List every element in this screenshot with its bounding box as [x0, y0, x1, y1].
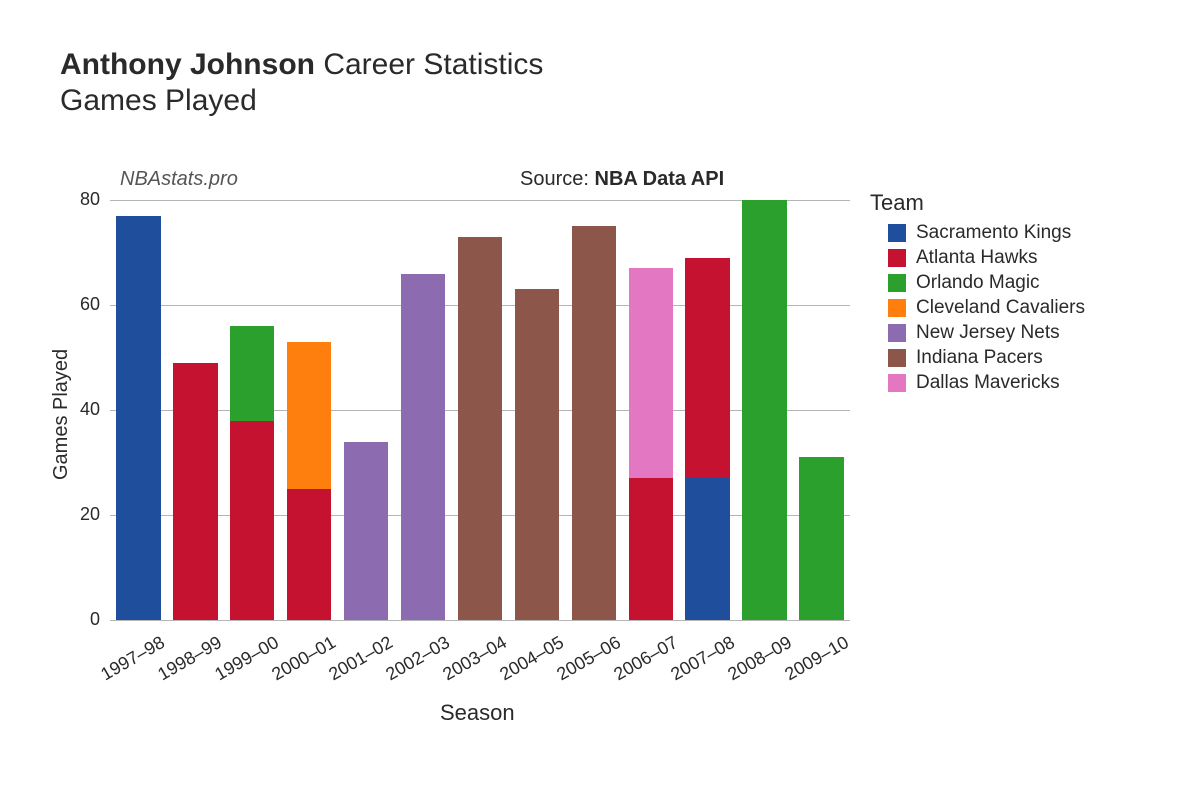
legend-label: Dallas Mavericks: [916, 372, 1060, 394]
legend-item: Atlanta Hawks: [888, 247, 1085, 269]
bar-segment: [287, 489, 331, 620]
legend-swatch: [888, 374, 906, 392]
y-tick-label: 80: [60, 189, 100, 210]
legend-item: Sacramento Kings: [888, 222, 1085, 244]
legend-item: New Jersey Nets: [888, 322, 1085, 344]
bar: [287, 200, 331, 620]
chart-title-line1: Anthony Johnson Career Statistics: [60, 48, 543, 82]
bar-segment: [116, 216, 160, 620]
source-prefix: Source:: [520, 168, 589, 190]
bar-segment: [572, 226, 616, 620]
bar: [742, 200, 786, 620]
legend-swatch: [888, 224, 906, 242]
bar-segment: [230, 421, 274, 621]
y-tick-label: 0: [60, 609, 100, 630]
legend-item: Indiana Pacers: [888, 347, 1085, 369]
legend-swatch: [888, 249, 906, 267]
bar-segment: [173, 363, 217, 620]
bar: [173, 200, 217, 620]
bar-segment: [458, 237, 502, 620]
legend-swatch: [888, 274, 906, 292]
legend-item: Orlando Magic: [888, 272, 1085, 294]
page-root: Anthony Johnson Career Statistics Games …: [0, 0, 1200, 800]
bar-segment: [344, 442, 388, 621]
bar: [629, 200, 673, 620]
legend-label: Indiana Pacers: [916, 347, 1043, 369]
player-name: Anthony Johnson: [60, 48, 315, 81]
y-tick-label: 60: [60, 294, 100, 315]
bar-segment: [799, 457, 843, 620]
bar: [572, 200, 616, 620]
bar-segment: [629, 478, 673, 620]
bar-segment: [685, 478, 729, 620]
bar: [230, 200, 274, 620]
bar-segment: [287, 342, 331, 489]
legend-item: Dallas Mavericks: [888, 372, 1085, 394]
bar-segment: [515, 289, 559, 620]
bar-segment: [742, 200, 786, 620]
bar-segment: [401, 274, 445, 621]
y-tick-label: 20: [60, 504, 100, 525]
bar-segment: [685, 258, 729, 479]
bar: [116, 200, 160, 620]
watermark-text: NBAstats.pro: [120, 168, 238, 191]
legend-swatch: [888, 324, 906, 342]
plot-area: [110, 200, 850, 620]
y-tick-label: 40: [60, 399, 100, 420]
source-name: NBA Data API: [595, 168, 725, 190]
legend-title: Team: [870, 190, 1085, 216]
legend-label: Sacramento Kings: [916, 222, 1071, 244]
legend: Team Sacramento Kings Atlanta Hawks Orland…: [870, 190, 1085, 397]
bar: [799, 200, 843, 620]
legend-swatch: [888, 349, 906, 367]
bar: [685, 200, 729, 620]
x-axis-label: Season: [440, 700, 515, 726]
legend-swatch: [888, 299, 906, 317]
title-suffix: Career Statistics: [323, 48, 543, 81]
bar-segment: [629, 268, 673, 478]
legend-item: Cleveland Cavaliers: [888, 297, 1085, 319]
bar-segment: [230, 326, 274, 421]
chart-title-block: Anthony Johnson Career Statistics Games …: [60, 48, 543, 118]
legend-label: Cleveland Cavaliers: [916, 297, 1085, 319]
bar: [344, 200, 388, 620]
bar: [515, 200, 559, 620]
legend-label: New Jersey Nets: [916, 322, 1060, 344]
source-label: Source: NBA Data API: [520, 168, 724, 191]
legend-label: Orlando Magic: [916, 272, 1040, 294]
chart-subtitle: Games Played: [60, 84, 543, 118]
bar: [401, 200, 445, 620]
legend-label: Atlanta Hawks: [916, 247, 1037, 269]
gridline: [110, 620, 850, 621]
bar: [458, 200, 502, 620]
